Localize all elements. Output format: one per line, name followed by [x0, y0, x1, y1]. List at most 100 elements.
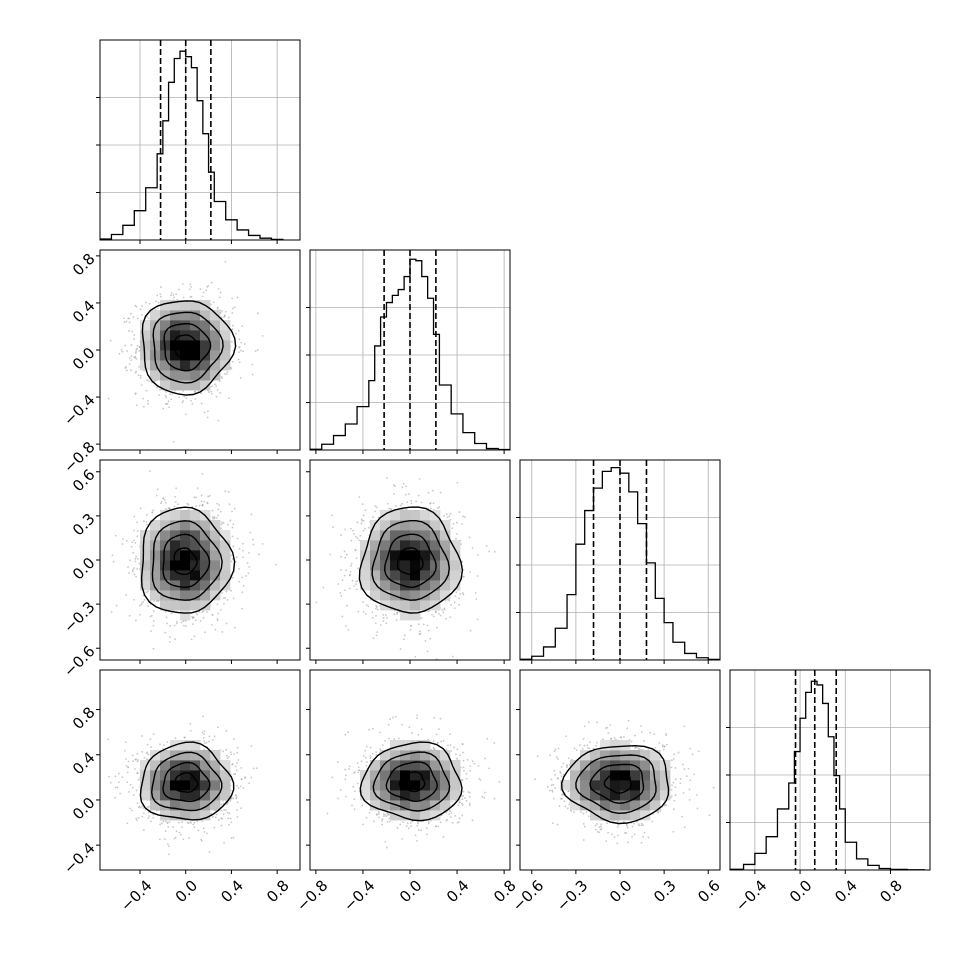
scatter-point	[247, 572, 250, 575]
density-cell	[640, 770, 651, 781]
density-cell	[430, 760, 441, 771]
density-cell	[620, 810, 631, 821]
scatter-point	[254, 350, 257, 353]
scatter-point	[148, 815, 150, 817]
density-cell	[220, 780, 231, 791]
y-tick-label: 0.4	[69, 749, 99, 779]
density-cell	[170, 360, 181, 371]
density-cell	[170, 800, 181, 811]
scatter-point	[238, 351, 240, 354]
scatter-point	[573, 747, 576, 750]
scatter-point	[117, 772, 120, 775]
density-cell	[200, 590, 211, 601]
scatter-point	[197, 829, 200, 832]
scatter-point	[462, 593, 465, 596]
scatter-point	[399, 823, 402, 826]
scatter-point	[107, 397, 110, 400]
scatter-point	[252, 767, 255, 770]
scatter-point	[169, 393, 171, 396]
scatter-point	[161, 822, 163, 825]
density-cell	[620, 770, 631, 781]
scatter-point	[156, 294, 159, 297]
scatter-point	[182, 400, 185, 402]
scatter-point	[673, 753, 675, 756]
scatter-point	[385, 622, 388, 625]
scatter-point	[562, 773, 565, 776]
density-cell	[440, 580, 451, 591]
histogram-step-line	[310, 258, 510, 450]
scatter-point	[557, 747, 560, 750]
scatter-point	[498, 780, 501, 783]
scatter-point	[407, 493, 410, 495]
scatter-point	[134, 557, 137, 560]
scatter-point	[114, 796, 116, 799]
scatter-point	[349, 527, 352, 530]
scatter-point	[150, 746, 152, 749]
y-tick-label: 0.0	[69, 794, 99, 824]
scatter-point	[640, 822, 643, 825]
scatter-point	[139, 806, 142, 809]
scatter-point	[143, 598, 146, 601]
density-cell	[170, 570, 181, 581]
scatter-point	[224, 490, 227, 492]
scatter-point	[455, 521, 458, 524]
density-cell	[380, 550, 391, 561]
density-cell	[190, 570, 201, 581]
scatter-point	[219, 291, 222, 294]
density-cell	[390, 510, 401, 521]
density-cell	[220, 760, 231, 771]
density-cell	[160, 580, 171, 591]
scatter-point	[458, 603, 460, 606]
density-cell	[170, 520, 181, 531]
scatter-point	[201, 731, 204, 734]
scatter-point	[203, 411, 206, 414]
density-panel-3-1	[326, 714, 510, 849]
scatter-point	[142, 812, 145, 814]
density-cell	[210, 580, 221, 591]
scatter-point	[172, 440, 175, 443]
scatter-point	[140, 384, 143, 387]
density-cell	[370, 770, 381, 781]
scatter-point	[454, 814, 457, 817]
scatter-point	[126, 781, 129, 784]
scatter-point	[257, 553, 260, 556]
scatter-point	[190, 286, 193, 288]
scatter-point	[406, 501, 409, 504]
contour-line	[152, 311, 224, 384]
scatter-point	[235, 797, 238, 800]
x-tick-label: 0.6	[694, 876, 724, 906]
density-cell	[170, 780, 181, 791]
density-cell	[630, 800, 641, 811]
density-cell	[360, 540, 371, 551]
scatter-point	[223, 316, 226, 319]
scatter-point	[240, 778, 243, 781]
scatter-point	[237, 329, 240, 332]
scatter-point	[551, 790, 554, 793]
density-cell	[580, 800, 591, 811]
scatter-point	[123, 317, 125, 320]
density-cell	[450, 760, 461, 771]
scatter-point	[365, 745, 368, 748]
scatter-point	[600, 825, 602, 828]
scatter-point	[232, 324, 234, 327]
density-cell	[400, 570, 411, 581]
scatter-point	[393, 493, 395, 495]
scatter-point	[203, 631, 206, 634]
scatter-point	[205, 611, 208, 613]
contour-line	[359, 741, 463, 822]
scatter-point	[242, 556, 244, 559]
scatter-point	[211, 515, 214, 518]
scatter-point	[454, 595, 457, 598]
scatter-point	[381, 744, 384, 747]
scatter-point	[242, 585, 245, 587]
density-cell	[620, 790, 631, 801]
scatter-point	[200, 500, 203, 503]
scatter-point	[344, 774, 347, 777]
scatter-point	[371, 752, 374, 755]
scatter-point	[139, 374, 142, 377]
scatter-point	[170, 291, 173, 294]
density-cell	[190, 360, 201, 371]
scatter-point	[201, 611, 204, 613]
density-cell	[580, 790, 591, 801]
scatter-point	[181, 282, 184, 285]
